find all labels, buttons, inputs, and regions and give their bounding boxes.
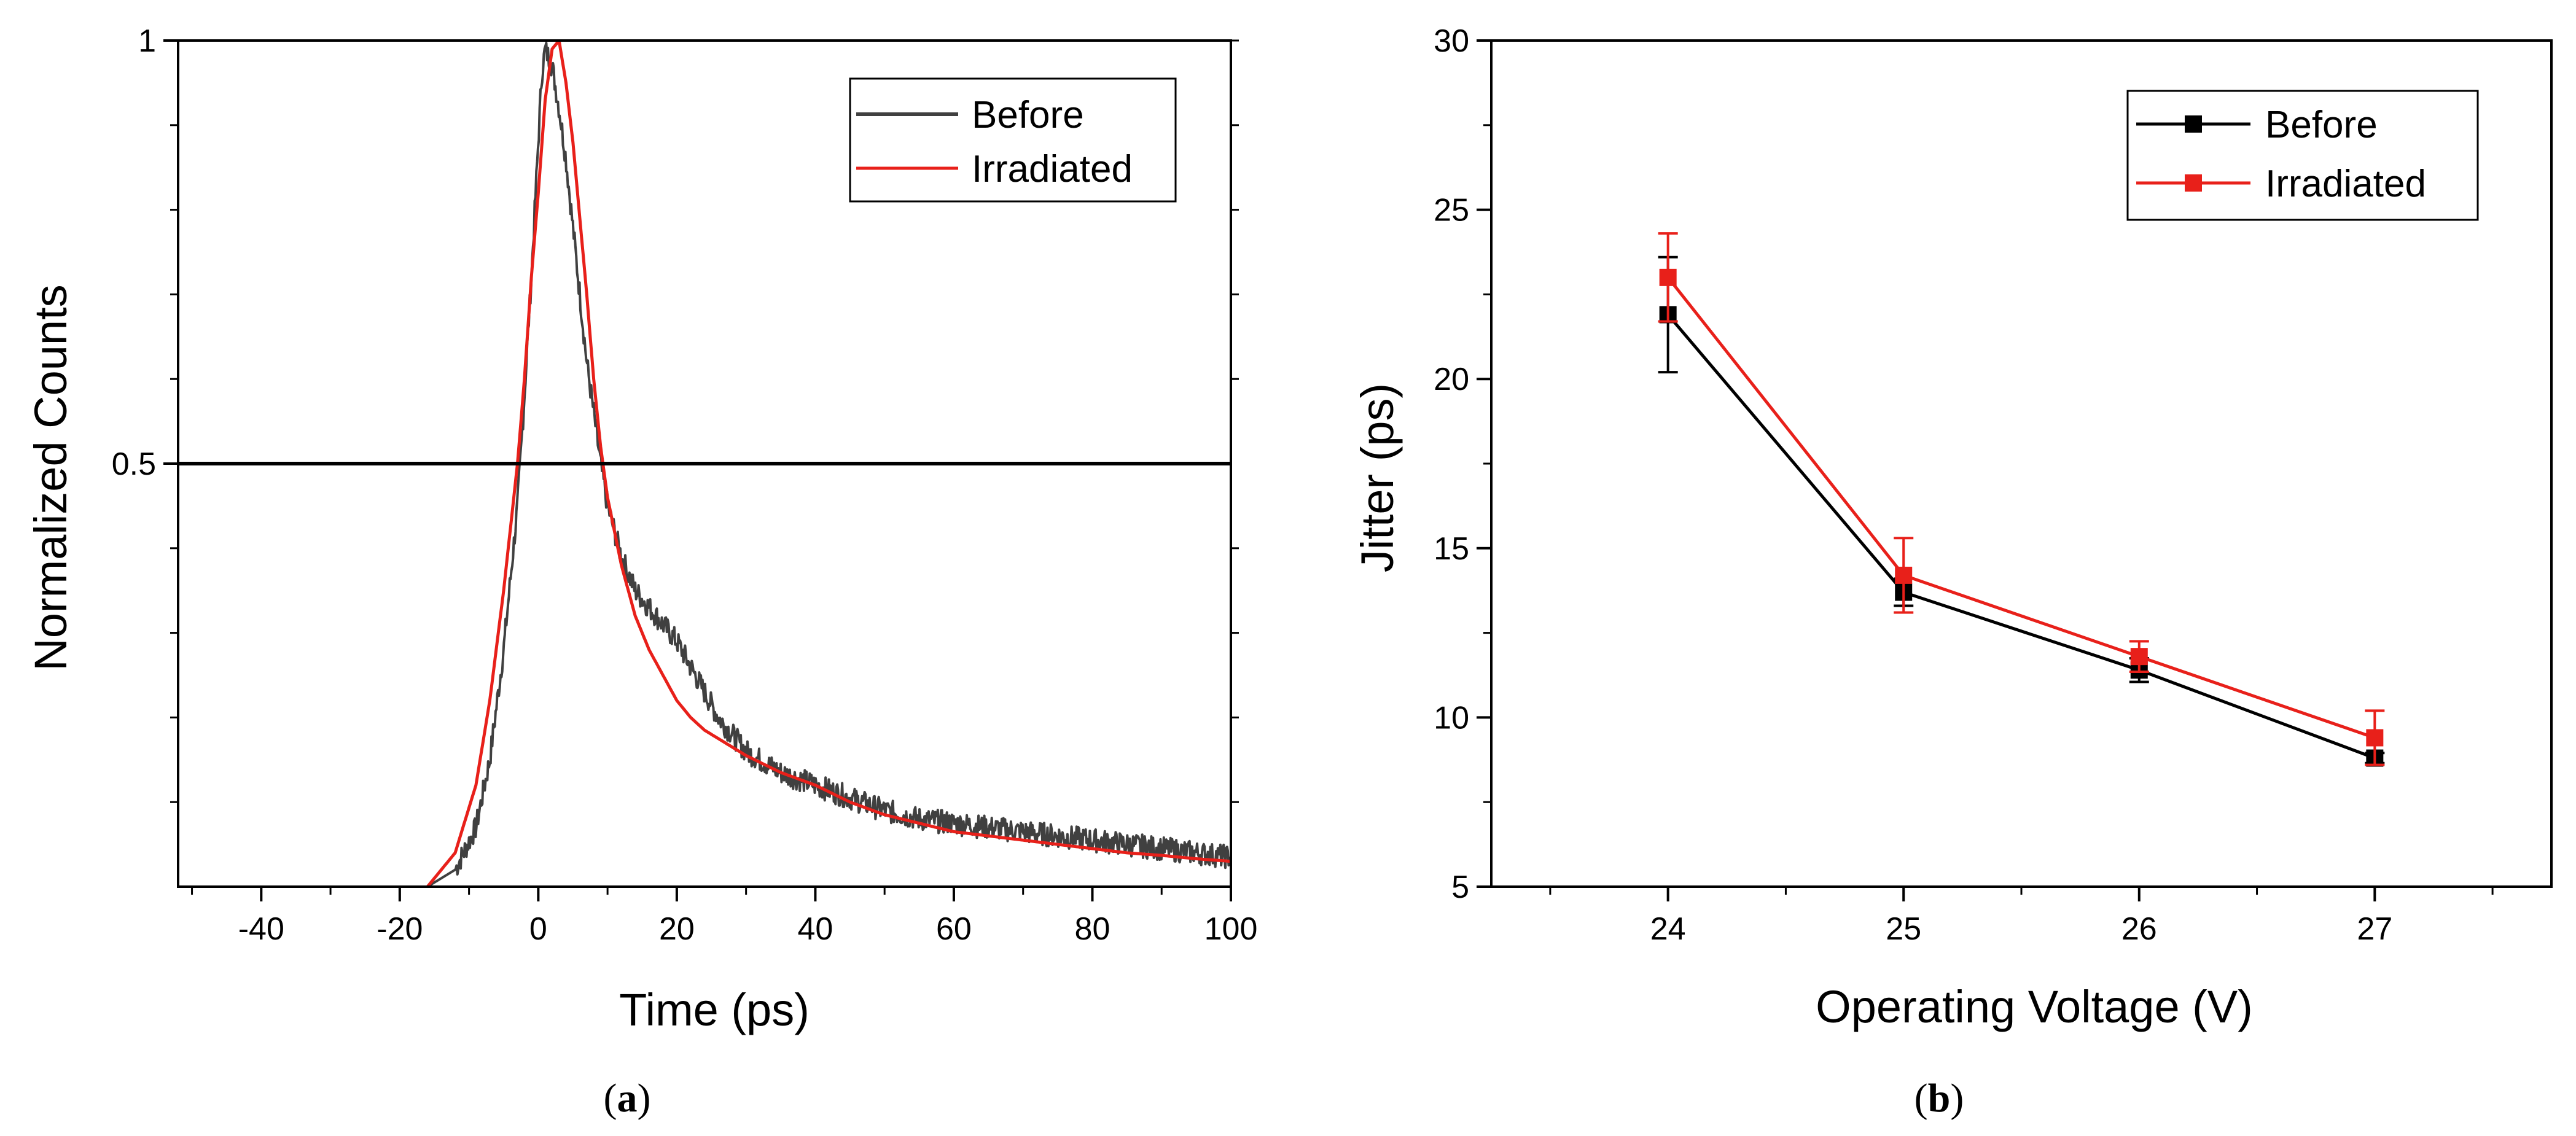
panel-b-y-tick-label: 5 [1451,870,1469,905]
panel-b-y-ticks: 5 10 15 20 25 30 [1434,23,1491,905]
panel-b-series-line-before [1666,313,2376,760]
panel-b-caption: (b) [1914,1076,1964,1121]
panel-a-x-axis-title: Time (ps) [619,984,810,1035]
panel-b-point-irradiated [1659,268,1677,286]
panel-a-y-axis-title: Normalized Counts [25,284,76,671]
panel-b-point-irradiated [2366,729,2384,747]
panel-b-x-tick-label: 26 [2121,911,2157,947]
panel-b-x-tick-label: 27 [2357,911,2392,947]
panel-b-legend-marker-irradiated [2185,174,2202,192]
panel-b-y-axis-title: Jitter (ps) [1352,383,1403,572]
panel-a-x-tick-label: 100 [1204,911,1258,947]
panel-a-series-layer [426,41,1231,887]
panel-b-x-ticks: 24 25 26 27 [1549,887,2494,947]
panel-b-y-tick-label: 20 [1434,362,1469,397]
panel-b-y-tick-label: 25 [1434,193,1469,228]
panel-a-legend-label-before: Before [972,94,1084,136]
panel-b-series-line-irradiated [1666,276,2376,739]
panel-b-x-axis-title: Operating Voltage (V) [1816,981,2253,1032]
panel-a-x-ticks: -40 -20 0 20 40 60 80 100 [191,887,1258,947]
panel-b-legend: Before Irradiated [2126,90,2479,221]
panel-a-legend-label-irradiated: Irradiated [972,148,1133,190]
panel-b-point-irradiated [2130,648,2148,666]
panel-b-legend-label-before: Before [2265,104,2378,146]
panel-a-x-tick-label: 80 [1075,911,1110,947]
panel-b-y-tick-label: 30 [1434,23,1469,59]
panel-b-legend-label-irradiated: Irradiated [2265,163,2426,205]
panel-b-legend-box [2126,90,2479,221]
panel-a-y-ticks: 0.51 [112,23,1239,803]
panel-b-series-layer [1658,232,2385,767]
panel-b-y-tick-label: 10 [1434,700,1469,736]
panel-b: 24 25 26 27 5 10 15 20 25 30 Before Irradiated O… [1352,23,2553,1121]
panel-a-series-before [426,41,1231,887]
panel-a-legend-box [849,77,1177,203]
panel-a-x-tick-label: 40 [797,911,833,947]
panel-a-legend: Before Irradiated [849,77,1177,203]
panel-a-x-tick-label: 20 [659,911,695,947]
panel-a: -40 -20 0 20 40 60 80 100 0.51 Before Irradiate… [25,23,1257,1121]
panel-b-point-irradiated [1895,566,1913,584]
panel-a-x-tick-label: -40 [238,911,284,947]
panel-a-x-tick-label: 0 [529,911,547,947]
panel-b-x-tick-label: 25 [1886,911,1921,947]
panel-b-y-tick-label: 15 [1434,531,1469,567]
panel-a-x-tick-label: -20 [377,911,423,947]
panel-a-y-tick-label: 1 [138,23,156,59]
panel-a-x-tick-label: 60 [936,911,972,947]
panel-b-legend-marker-before [2185,115,2202,133]
panel-a-series-irradiated [426,41,1231,887]
panel-b-x-tick-label: 24 [1650,911,1686,947]
panel-a-caption: (a) [604,1076,651,1121]
panel-a-y-tick-label: 0.5 [112,446,156,482]
